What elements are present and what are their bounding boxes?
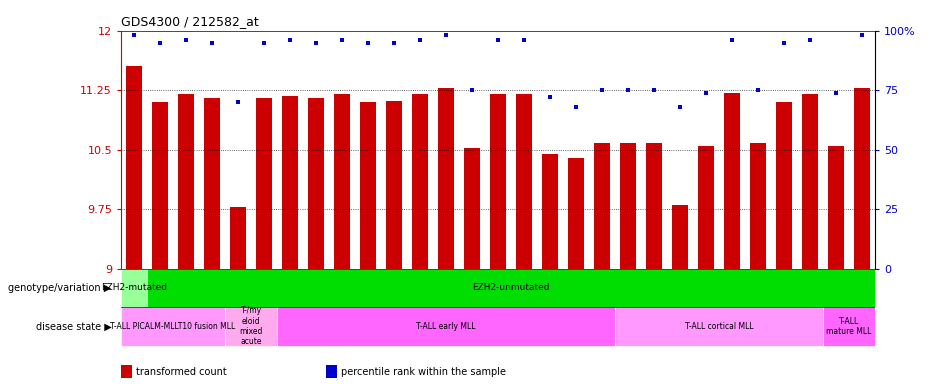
Text: disease state ▶: disease state ▶ [36, 321, 112, 331]
Point [412, 37, 427, 43]
Text: percentile rank within the sample: percentile rank within the sample [341, 367, 506, 377]
Point [517, 37, 532, 43]
Point [153, 40, 168, 46]
Text: genotype/variation ▶: genotype/variation ▶ [8, 283, 112, 293]
Point [750, 87, 765, 93]
Text: T-/my
eloid
mixed
acute: T-/my eloid mixed acute [239, 306, 263, 346]
Point [829, 89, 843, 96]
Bar [127, 66, 142, 269]
Point [231, 99, 246, 105]
Point [283, 37, 298, 43]
Bar [776, 102, 792, 269]
Point [257, 40, 272, 46]
Text: T-ALL early MLL: T-ALL early MLL [416, 322, 476, 331]
Point [803, 37, 817, 43]
Bar [823, 307, 875, 346]
Point [439, 32, 453, 38]
Point [647, 87, 662, 93]
Bar [491, 94, 506, 269]
Bar [412, 94, 428, 269]
Bar [121, 269, 147, 307]
Bar [646, 143, 662, 269]
Point [543, 94, 558, 101]
Point [308, 40, 323, 46]
Bar [256, 98, 272, 269]
Text: EZH2-mutated: EZH2-mutated [101, 283, 167, 293]
Bar [803, 94, 818, 269]
Point [127, 32, 142, 38]
Bar [334, 94, 350, 269]
Text: T-ALL cortical MLL: T-ALL cortical MLL [685, 322, 753, 331]
Bar [698, 146, 714, 269]
Point [386, 40, 401, 46]
Bar [542, 154, 558, 269]
Point [334, 37, 349, 43]
Bar [517, 94, 532, 269]
Point [595, 87, 610, 93]
Bar [829, 146, 843, 269]
Point [491, 37, 506, 43]
Bar [178, 94, 194, 269]
Text: EZH2-unmutated: EZH2-unmutated [472, 283, 550, 293]
Bar [360, 102, 376, 269]
Bar [724, 93, 740, 269]
Bar [620, 143, 636, 269]
Bar [750, 143, 766, 269]
Bar [594, 143, 610, 269]
Bar [308, 98, 324, 269]
Point [776, 40, 791, 46]
Point [621, 87, 636, 93]
Point [724, 37, 739, 43]
Bar [230, 207, 246, 269]
Bar [277, 307, 615, 346]
Text: transformed count: transformed count [136, 367, 226, 377]
Bar [153, 102, 168, 269]
Bar [386, 101, 402, 269]
Point [205, 40, 220, 46]
Text: GDS4300 / 212582_at: GDS4300 / 212582_at [121, 15, 259, 28]
Bar [615, 307, 823, 346]
Point [855, 32, 870, 38]
Text: T-ALL PICALM-MLLT10 fusion MLL: T-ALL PICALM-MLLT10 fusion MLL [111, 322, 236, 331]
Point [179, 37, 194, 43]
Bar [225, 307, 277, 346]
Point [698, 89, 713, 96]
Point [569, 104, 584, 110]
Bar [672, 205, 688, 269]
Bar [121, 307, 225, 346]
Point [673, 104, 688, 110]
Point [465, 87, 479, 93]
Bar [465, 148, 479, 269]
Bar [282, 96, 298, 269]
Bar [439, 88, 454, 269]
Bar [855, 88, 870, 269]
Text: T-ALL
mature MLL: T-ALL mature MLL [827, 317, 871, 336]
Point [360, 40, 375, 46]
Bar [204, 98, 220, 269]
Bar [568, 158, 584, 269]
